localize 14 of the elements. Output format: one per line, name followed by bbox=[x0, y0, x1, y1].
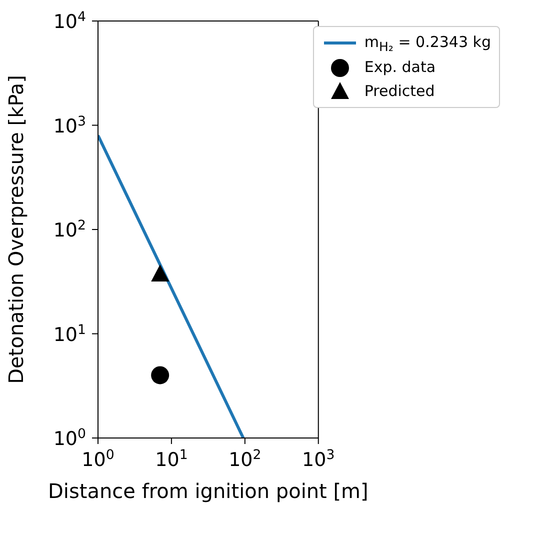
x-tick-label: 10$^{0}$ bbox=[82, 448, 114, 471]
y-axis-title: Detonation Overpressure [kPa] bbox=[4, 75, 28, 384]
y-tick-label: 10$^{1}$ bbox=[53, 322, 86, 346]
x-tick-label: 10$^{3}$ bbox=[302, 448, 335, 471]
x-tick-label: 10$^{2}$ bbox=[228, 448, 262, 471]
y-tick-label: 10$^{4}$ bbox=[53, 10, 86, 33]
legend-label: Exp. data bbox=[364, 58, 436, 76]
x-axis-title: Distance from ignition point [m] bbox=[48, 479, 368, 503]
legend-label: Predicted bbox=[364, 82, 435, 100]
x-tick-label: 10$^{1}$ bbox=[155, 448, 188, 471]
y-tick-label: 10$^{2}$ bbox=[53, 218, 86, 242]
y-tick-label: 10$^{3}$ bbox=[53, 114, 86, 138]
y-tick-label: 10$^{0}$ bbox=[53, 426, 86, 450]
legend-label: m$_{H₂}$ = 0.2343 kg bbox=[364, 32, 491, 54]
